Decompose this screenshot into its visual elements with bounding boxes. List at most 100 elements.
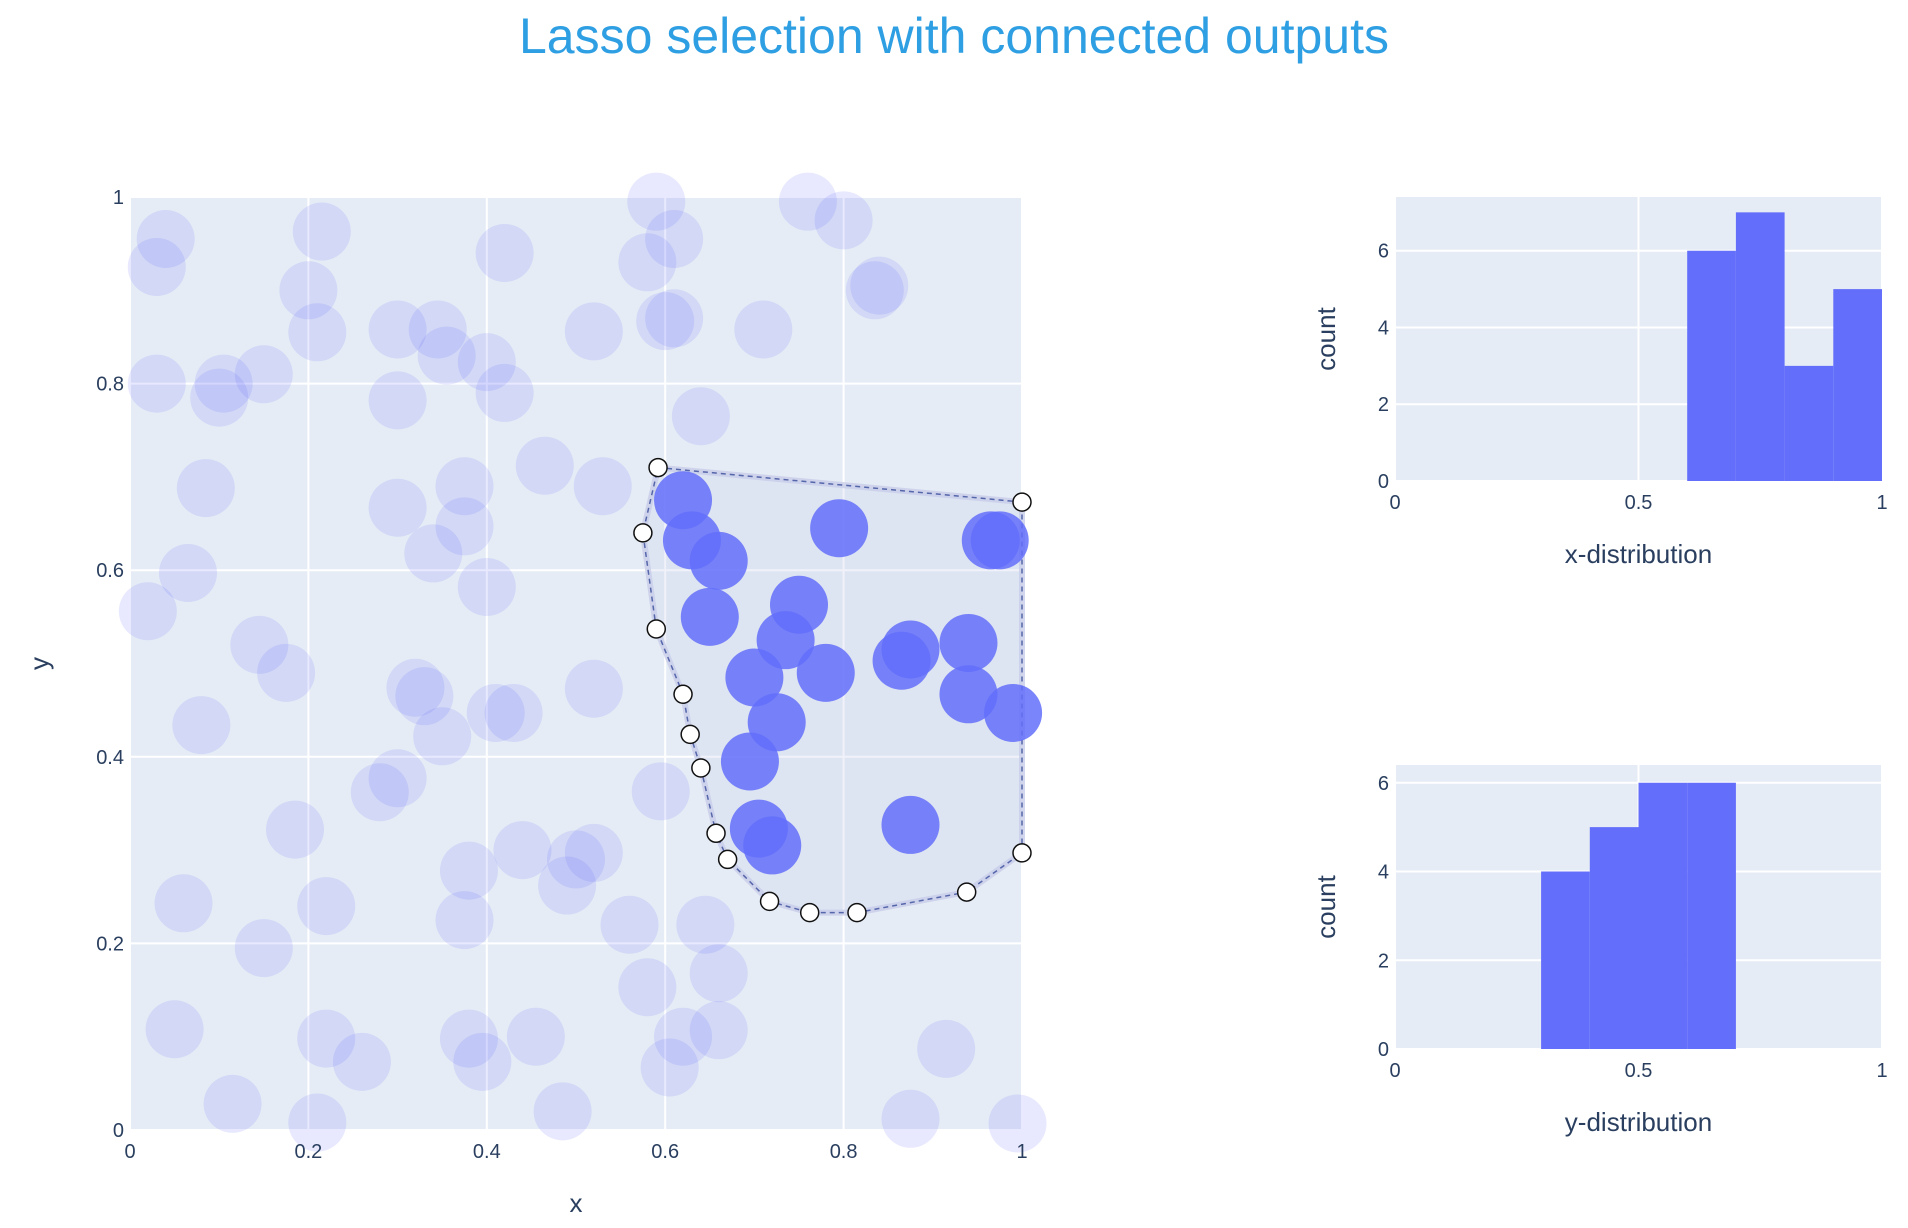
lasso-vertex-handle[interactable] [956, 882, 977, 902]
hist1-bar [1687, 250, 1736, 481]
x-histogram-tick-labels: 0 2 4 6 0 0.5 1 [1378, 241, 1888, 514]
unselected-point [297, 1009, 356, 1068]
unselected-point [533, 1082, 592, 1141]
selected-point [689, 531, 748, 590]
selected-point [881, 795, 940, 854]
unselected-point [640, 1038, 699, 1097]
unselected-point [547, 830, 605, 889]
unselected-point [627, 172, 686, 231]
selected-points [654, 471, 1043, 875]
unselected-point [158, 543, 217, 602]
lasso-vertex-handle[interactable] [648, 457, 668, 478]
lasso-vertex-handle[interactable] [673, 684, 693, 705]
page-title: Lasso selection with connected outputs [519, 8, 1389, 64]
unselected-point [435, 891, 494, 950]
lasso-vertex-handle[interactable] [847, 902, 867, 923]
lasso-vertex-handle[interactable] [691, 758, 711, 778]
unselected-point [368, 749, 427, 808]
hist2-x-tick-label: 0.5 [1625, 1060, 1653, 1082]
unselected-point [234, 919, 293, 978]
unselected-point [493, 821, 552, 880]
lasso-vertex-handle[interactable] [717, 849, 738, 870]
hist2-y-tick-label: 0 [1378, 1039, 1389, 1061]
unselected-point [292, 202, 351, 261]
scatter-x-axis-title: x [570, 1188, 583, 1218]
lasso-vertices[interactable] [633, 457, 1032, 923]
unselected-point [266, 800, 325, 859]
scatter-x-tick-label: 0.8 [830, 1141, 858, 1163]
lasso-vertex-handle[interactable] [633, 523, 653, 543]
scatter-panel[interactable]: 0 0.2 0.4 0.6 0.8 1 0 0.2 0.4 0.6 0.8 1 x y [24, 172, 1047, 1218]
unselected-point [118, 582, 177, 641]
hist2-y-tick-label: 6 [1378, 773, 1389, 795]
hist2-bar [1589, 827, 1639, 1049]
lasso-vertex-handle[interactable] [799, 902, 820, 923]
unselected-point [881, 1089, 940, 1148]
x-histogram-panel[interactable]: 0 2 4 6 0 0.5 1 x-distribution count [1311, 197, 1888, 569]
hist2-bar [1541, 871, 1590, 1049]
unselected-point [689, 1001, 748, 1060]
unselected-point [368, 371, 427, 430]
unselected-point [618, 233, 677, 292]
selected-point [984, 683, 1043, 742]
scatter-x-tick-label: 0.2 [294, 1141, 322, 1163]
unselected-point [413, 707, 472, 766]
selected-point [743, 816, 802, 875]
scatter-y-axis-title: y [24, 657, 54, 670]
unselected-point [203, 1074, 262, 1133]
selected-point [720, 732, 779, 791]
unselected-point [564, 659, 623, 718]
unselected-point [564, 823, 623, 882]
scatter-y-tick-label: 0.6 [96, 560, 124, 582]
lasso-vertex-handle[interactable] [759, 891, 780, 912]
hist2-y-tick-label: 4 [1378, 862, 1389, 884]
unselected-point [538, 856, 597, 915]
x-histogram-bars [1687, 212, 1882, 481]
unselected-point [297, 877, 356, 936]
unselected-point [350, 763, 409, 822]
selected-point [810, 499, 869, 558]
unselected-point [172, 696, 231, 755]
unselected-point [506, 1007, 565, 1066]
hist1-y-tick-label: 4 [1378, 317, 1389, 339]
hist1-bar [1735, 212, 1785, 481]
hist1-y-tick-label: 2 [1378, 394, 1389, 416]
unselected-point [234, 345, 293, 404]
unselected-point [145, 1000, 204, 1059]
unselected-point [618, 958, 677, 1017]
lasso-vertex-handle[interactable] [706, 823, 726, 844]
lasso-vertex-handle[interactable] [646, 619, 667, 639]
lasso-vertex-handle[interactable] [1012, 492, 1032, 512]
scatter-gridlines [129, 196, 1023, 1131]
unselected-point [230, 615, 289, 674]
lasso-vertex-handle[interactable] [680, 724, 700, 745]
unselected-point [395, 667, 454, 726]
selected-point [939, 665, 998, 724]
hist2-y-tick-label: 2 [1378, 950, 1389, 972]
unselected-point [136, 209, 195, 268]
unselected-point [435, 457, 494, 516]
unselected-point [408, 300, 467, 359]
unselected-point [435, 497, 494, 556]
hist1-x-tick-label: 0 [1389, 492, 1400, 514]
y-histogram-panel[interactable]: 0 2 4 6 0 0.5 1 y-distribution count [1311, 765, 1888, 1137]
unselected-point [190, 368, 249, 427]
unselected-point [631, 762, 690, 821]
y-histogram-y-axis-title: count [1311, 874, 1341, 938]
unselected-point [850, 256, 909, 315]
unselected-point [671, 387, 730, 446]
hist1-x-tick-label: 1 [1876, 492, 1887, 514]
unselected-point [257, 643, 316, 702]
unselected-point [457, 333, 516, 392]
unselected-point [676, 895, 735, 954]
unselected-point [636, 292, 695, 351]
unselected-point [600, 895, 659, 954]
selected-point [872, 631, 931, 690]
hist1-x-tick-label: 0.5 [1625, 492, 1653, 514]
unselected-point [917, 1019, 976, 1078]
unselected-point [484, 683, 543, 742]
unselected-point [386, 658, 445, 717]
selected-point [939, 613, 998, 672]
lasso-vertex-handle[interactable] [1012, 843, 1032, 863]
